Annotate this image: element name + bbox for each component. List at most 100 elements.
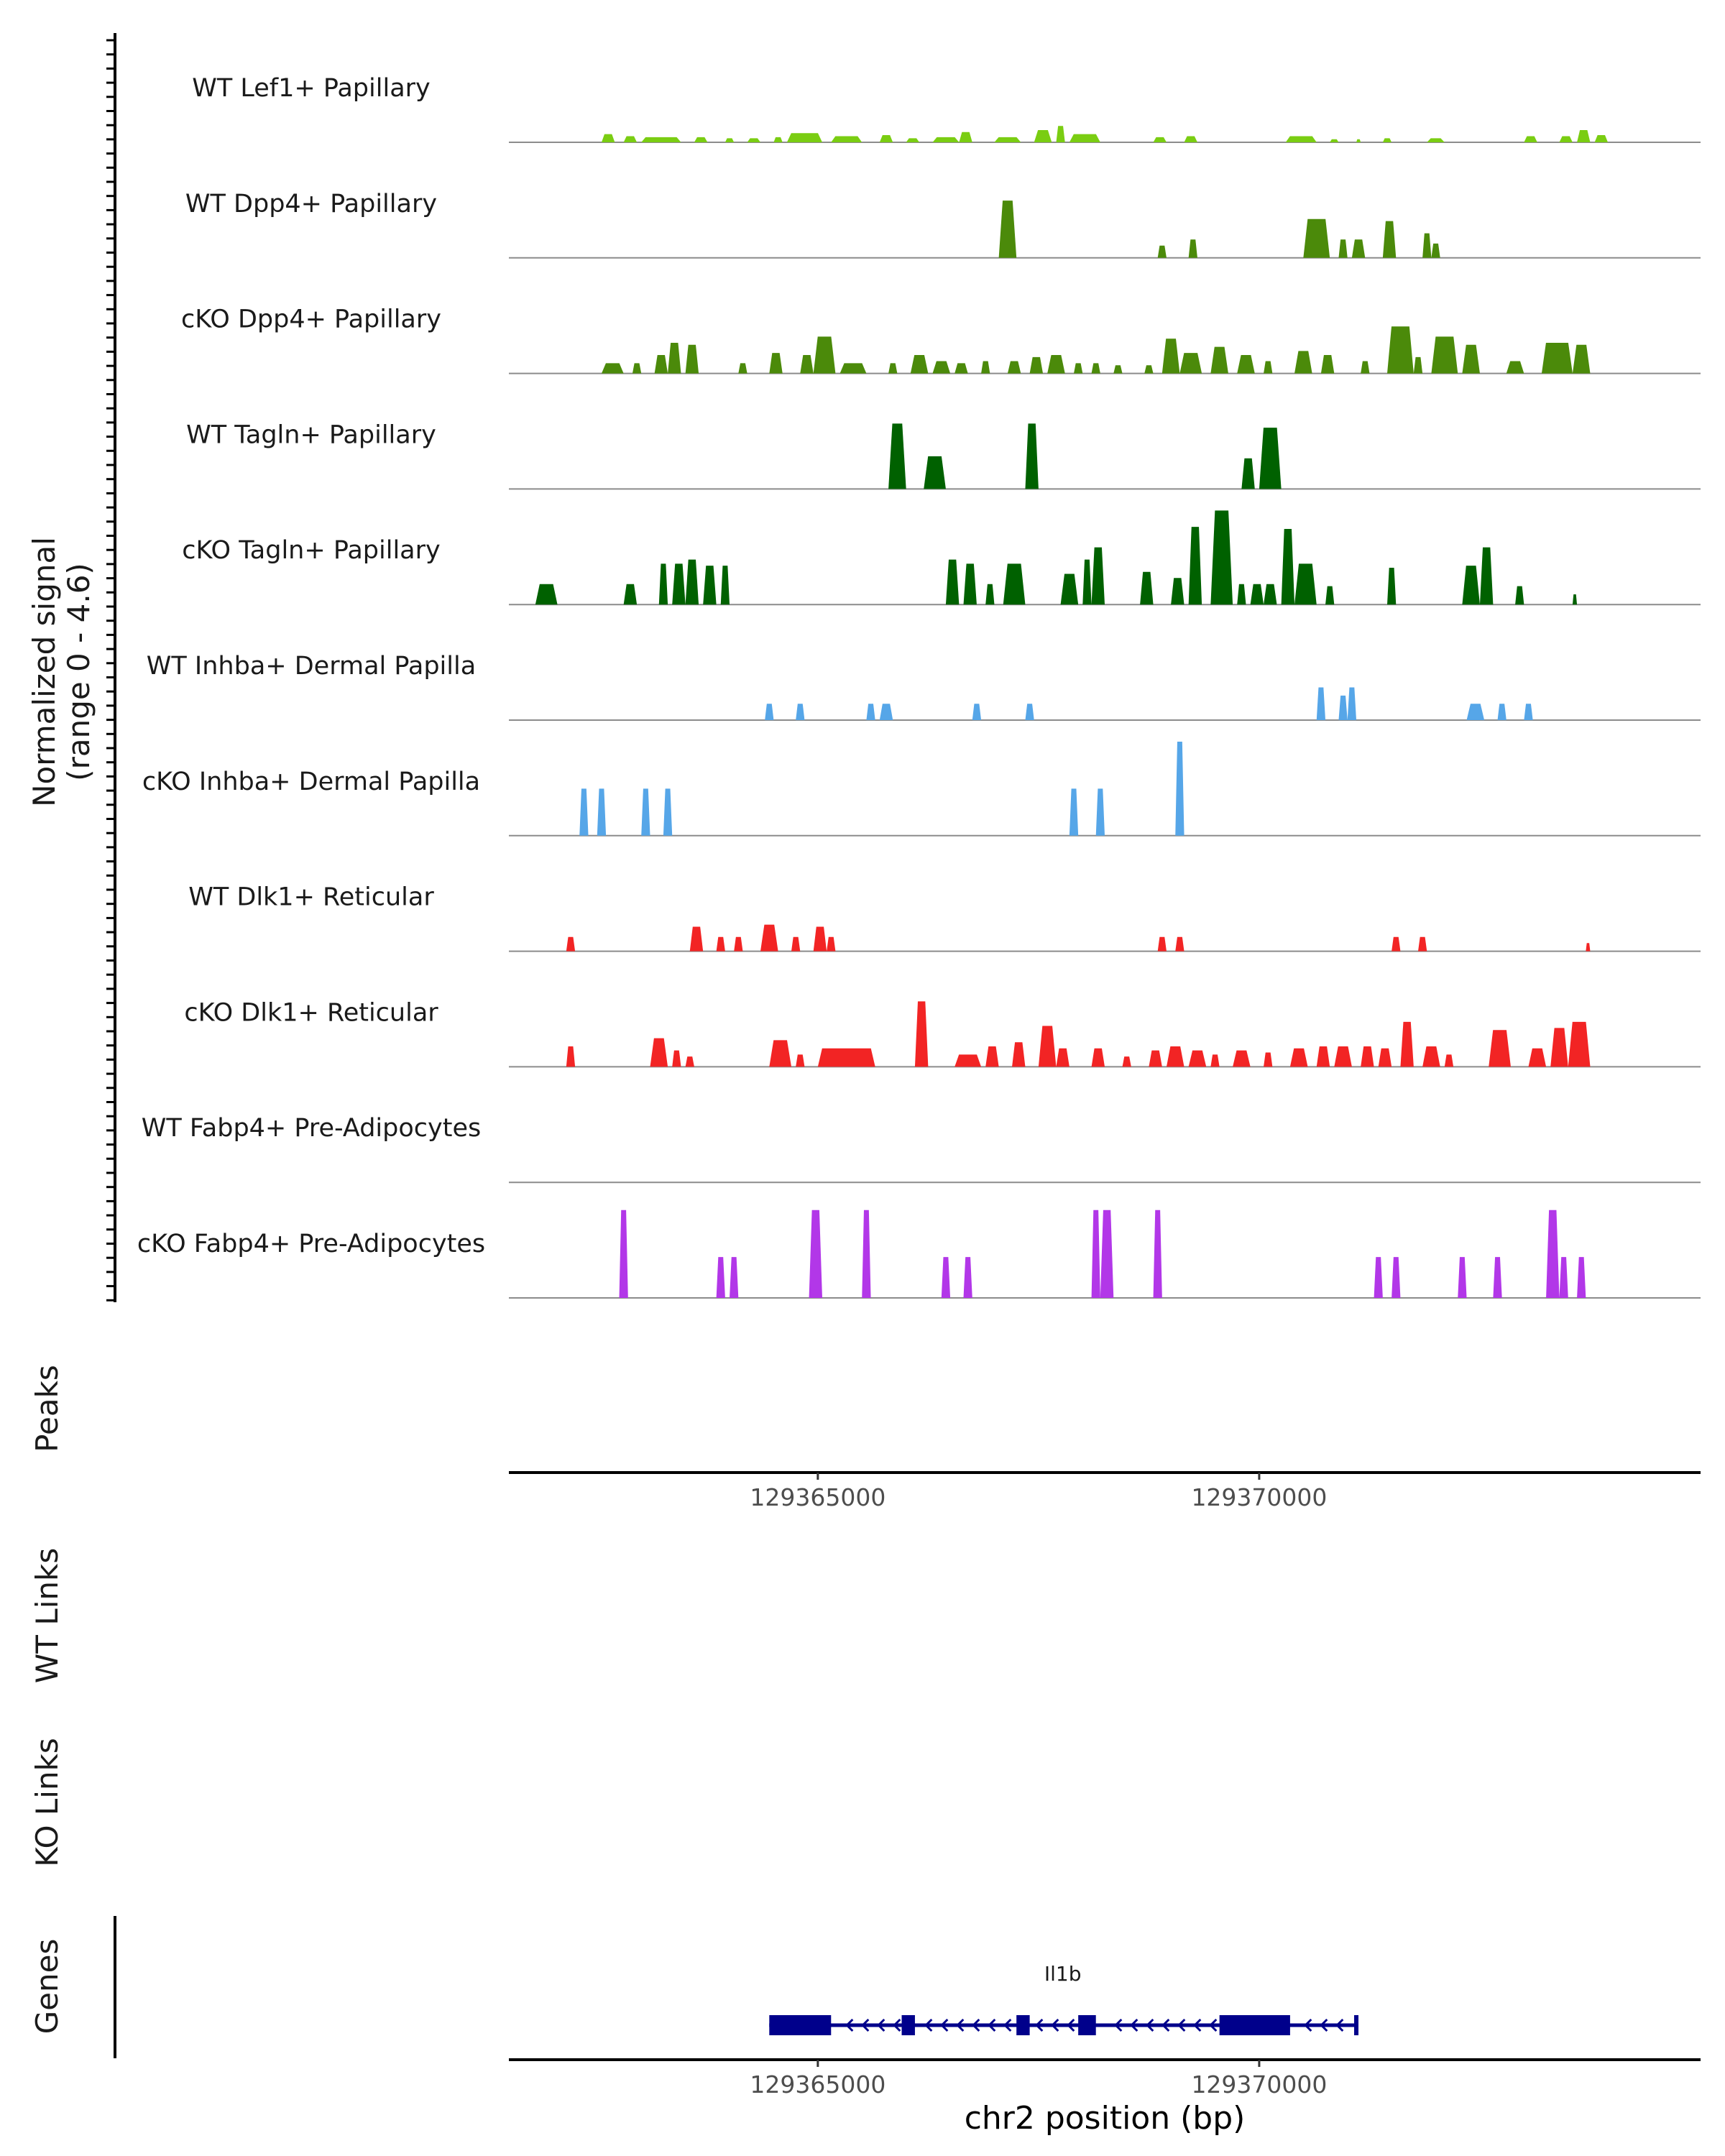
signal-peak (1162, 338, 1180, 374)
signal-peak (924, 456, 946, 489)
signal-peak (1184, 136, 1197, 142)
signal-peak (685, 559, 699, 605)
strand-arrow (956, 2018, 965, 2032)
signal-peak (1594, 135, 1609, 142)
signal-peak (601, 363, 624, 374)
signal-peak (1157, 936, 1167, 952)
x-tick-label: 129365000 (750, 1483, 886, 1511)
x-axis-title: chr2 position (bp) (965, 2100, 1246, 2137)
signal-peak (1330, 139, 1339, 142)
signal-peak (1060, 573, 1079, 605)
strand-arrow (861, 2018, 870, 2032)
signal-peak (1175, 936, 1184, 952)
signal-peak (685, 1056, 694, 1067)
signal-peak (765, 704, 774, 720)
panel-label-genes: Genes (29, 1939, 65, 2035)
signal-peak (1294, 563, 1317, 605)
strand-arrow (1130, 2018, 1138, 2032)
signal-peak (1210, 1054, 1220, 1067)
signal-peak (1462, 566, 1480, 605)
signal-peak (1374, 1257, 1383, 1298)
signal-peak (1188, 527, 1202, 605)
strand-arrow (1209, 2018, 1218, 2032)
strand-arrow (972, 2018, 980, 2032)
signal-peak (1264, 584, 1277, 605)
signal-peak (1320, 355, 1335, 374)
signal-peak (1210, 346, 1228, 374)
signal-peak (985, 1046, 999, 1067)
track-labels: WT Lef1+ Papillary WT Dpp4+ Papillary cKO … (137, 74, 485, 1258)
signal-peak (535, 584, 558, 605)
signal-peak (1338, 695, 1348, 720)
signal-peak (1417, 936, 1427, 952)
signal-peak (658, 563, 668, 605)
signal-peak (1100, 1210, 1114, 1298)
signal-peak (1029, 356, 1044, 374)
track-label: cKO Fabp4+ Pre-Adipocytes (137, 1230, 485, 1258)
panel-label-peaks: Peaks (29, 1365, 65, 1452)
signal-peak (1179, 353, 1202, 374)
signal-peak (769, 353, 783, 374)
signal-peak (1025, 704, 1034, 720)
signal-peak (1188, 239, 1197, 258)
signal-peak (906, 138, 920, 142)
signal-peak (1392, 936, 1401, 952)
strand-arrow (924, 2018, 933, 2032)
gene-exon (1078, 2015, 1096, 2035)
signal-peak (1157, 245, 1167, 258)
signal-peak (1515, 586, 1524, 605)
coverage-x-axis: 129365000 129370000 (509, 1471, 1701, 1511)
signal-peak (1140, 571, 1154, 605)
signal-peak (694, 137, 708, 142)
signal-y-ticks (106, 39, 115, 1302)
signal-peak (888, 423, 906, 489)
signal-peak (1541, 342, 1573, 374)
x-tick-label: 129370000 (1191, 1483, 1327, 1511)
signal-peak (566, 936, 576, 952)
signal-peak (1458, 1257, 1467, 1298)
gene-exon (1219, 2015, 1290, 2035)
signal-peak (963, 1257, 972, 1298)
signal-peak (1047, 355, 1065, 374)
signal-peak (1382, 138, 1392, 142)
signal-peak (1462, 344, 1480, 374)
signal-peak (796, 1054, 805, 1067)
signal-peak (1382, 221, 1397, 258)
signal-peak (1285, 136, 1317, 142)
signal-peak (1056, 1048, 1070, 1067)
signal-peak (1347, 687, 1357, 720)
signal-peak (809, 1210, 822, 1298)
signal-peak (1413, 356, 1423, 374)
signal-peak (1338, 239, 1348, 258)
signal-peak (1577, 1257, 1586, 1298)
signal-peak (1113, 365, 1123, 374)
signal-peak (734, 936, 743, 952)
signal-peak (703, 566, 717, 605)
signal-peak (796, 704, 805, 720)
signal-peak (972, 704, 982, 720)
coverage-x-ticks: 129365000 129370000 (750, 1473, 1327, 1511)
signal-peak (813, 336, 836, 374)
signal-peak (1171, 578, 1184, 605)
strand-arrow (1114, 2018, 1123, 2032)
signal-peak (1431, 243, 1440, 258)
signal-peak (879, 704, 893, 720)
signal-peak (1091, 1210, 1100, 1298)
signal-peak (945, 559, 960, 605)
signal-peak (831, 136, 862, 142)
signal-peak (685, 344, 699, 374)
strand-arrow (1051, 2018, 1059, 2032)
signal-peak (813, 926, 827, 952)
signal-peak (1237, 355, 1255, 374)
signal-peak (998, 201, 1017, 258)
gene-exon (769, 2015, 832, 2035)
signal-peak (1387, 326, 1414, 374)
signal-peak (1091, 547, 1105, 605)
signal-peak (720, 566, 730, 605)
signal-peak (1069, 134, 1100, 142)
signal-peak (632, 363, 642, 374)
signal-peak (827, 936, 836, 952)
strand-arrow (940, 2018, 949, 2032)
signal-peak (914, 1001, 929, 1067)
